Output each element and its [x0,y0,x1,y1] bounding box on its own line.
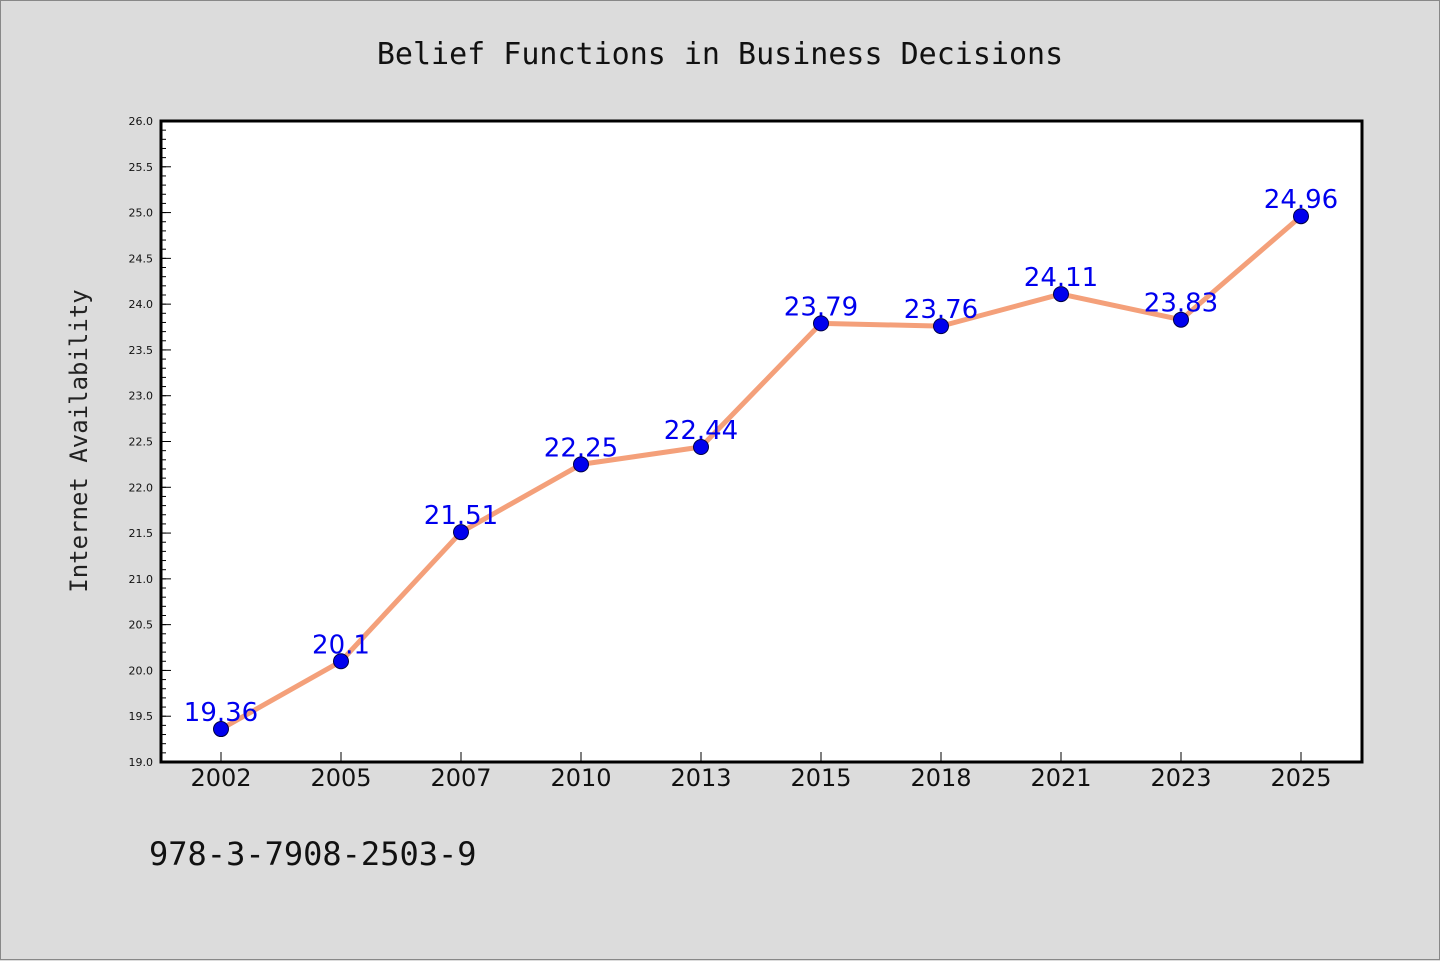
data-label: 24.11 [1024,263,1098,293]
data-label: 24.96 [1264,185,1338,215]
data-point [1173,311,1189,328]
data-label: 19.36 [184,698,258,728]
series-internet-availability: 19.36 20.1 21.51 22.25 22.44 23.79 23.76 24.11 2… [184,185,1338,738]
y-tick-label: 26.0 [129,115,154,128]
y-tick-label: 24.0 [129,298,154,311]
x-tick-label: 2018 [910,764,971,792]
y-axis: 19.0 19.5 20.0 20.5 21.0 21.5 22.0 22.5 23.0 23.5… [129,115,171,769]
plot-area [161,121,1362,762]
y-tick-label: 19.5 [129,710,154,723]
x-tick-label: 2002 [190,764,251,792]
data-label: 23.83 [1144,289,1218,319]
y-tick-label: 19.0 [129,756,154,769]
data-point [573,456,589,473]
y-tick-label: 20.0 [129,664,154,677]
data-point [333,653,349,670]
y-tick-label: 24.5 [129,252,154,265]
chart-title: Belief Functions in Business Decisions [377,37,1063,72]
x-tick-label: 2007 [430,764,491,792]
x-axis: 2002 2005 2007 2010 2013 2015 2018 2021 2023 2025 [190,752,1332,792]
x-tick-label: 2005 [310,764,371,792]
data-point [453,524,469,541]
data-point [813,315,829,332]
data-point [1293,208,1309,225]
data-label: 23.76 [904,295,978,325]
data-label: 22.25 [544,433,618,463]
y-tick-label: 23.5 [129,344,154,357]
y-tick-label: 25.5 [129,161,154,174]
plot-border [159,119,1364,764]
data-label: 23.79 [784,292,858,322]
y-tick-label: 23.0 [129,390,154,403]
x-tick-label: 2015 [790,764,851,792]
data-point [933,318,949,335]
data-label: 22.44 [664,416,738,446]
data-label: 21.51 [424,501,498,531]
y-axis-label: Internet Availability [65,289,93,592]
x-tick-label: 2013 [670,764,731,792]
x-tick-label: 2023 [1150,764,1211,792]
data-label: 20.1 [312,630,370,660]
y-tick-label: 21.0 [129,573,154,586]
y-tick-label: 22.0 [129,481,154,494]
data-point [693,438,709,455]
isbn-footer: 978-3-7908-2503-9 [149,835,477,873]
x-tick-label: 2025 [1270,764,1331,792]
data-point [1053,286,1069,303]
y-tick-label: 21.5 [129,527,154,540]
data-point [213,721,229,738]
series-line [218,213,1304,732]
x-tick-label: 2010 [550,764,611,792]
y-tick-label: 25.0 [129,207,154,220]
y-tick-label: 22.5 [129,436,154,449]
y-tick-label: 20.5 [129,619,154,632]
x-tick-label: 2021 [1030,764,1091,792]
